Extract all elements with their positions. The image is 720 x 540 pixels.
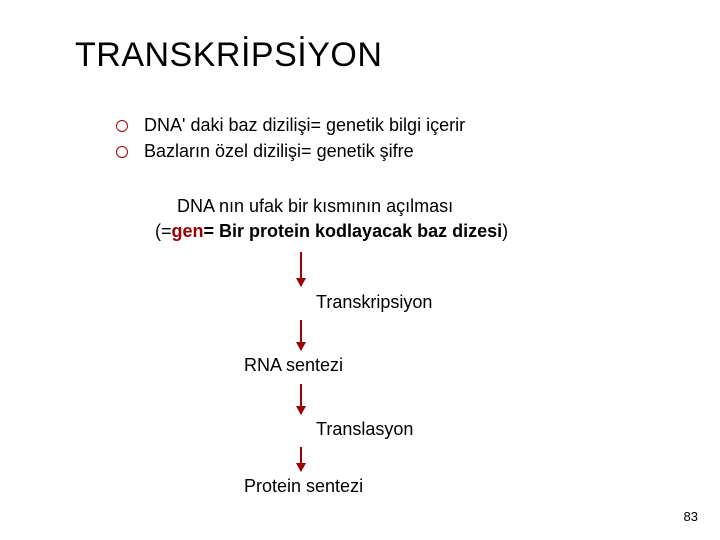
bullet-icon [116,146,128,158]
list-item: Bazların özel dizilişi= genetik şifre [116,138,465,164]
body-line1: DNA nın ufak bir kısmının açılması [177,196,453,216]
body-line2-rest: = Bir protein kodlayacak baz dizesi [204,221,503,241]
slide-title: TRANSKRİPSİYON [75,36,382,75]
slide: TRANSKRİPSİYON DNA' daki baz dizilişi= g… [0,0,720,540]
body-line2-gen: gen [172,221,204,241]
page-number: 83 [684,509,698,524]
arrow-icon [300,384,302,414]
body-line2-prefix: (= [155,221,172,241]
step-translasyon: Translasyon [316,419,413,440]
bullet-icon [116,120,128,132]
bullet-list: DNA' daki baz dizilişi= genetik bilgi iç… [116,112,465,164]
arrow-icon [300,252,302,286]
bullet-text: DNA' daki baz dizilişi= genetik bilgi iç… [144,112,465,138]
body-text: DNA nın ufak bir kısmının açılması (=gen… [155,194,508,244]
body-line2-suffix: ) [502,221,508,241]
step-transkripsiyon: Transkripsiyon [316,292,432,313]
list-item: DNA' daki baz dizilişi= genetik bilgi iç… [116,112,465,138]
arrow-icon [300,320,302,350]
step-rna: RNA sentezi [244,355,343,376]
bullet-text: Bazların özel dizilişi= genetik şifre [144,138,414,164]
arrow-icon [300,447,302,471]
step-protein: Protein sentezi [244,476,363,497]
